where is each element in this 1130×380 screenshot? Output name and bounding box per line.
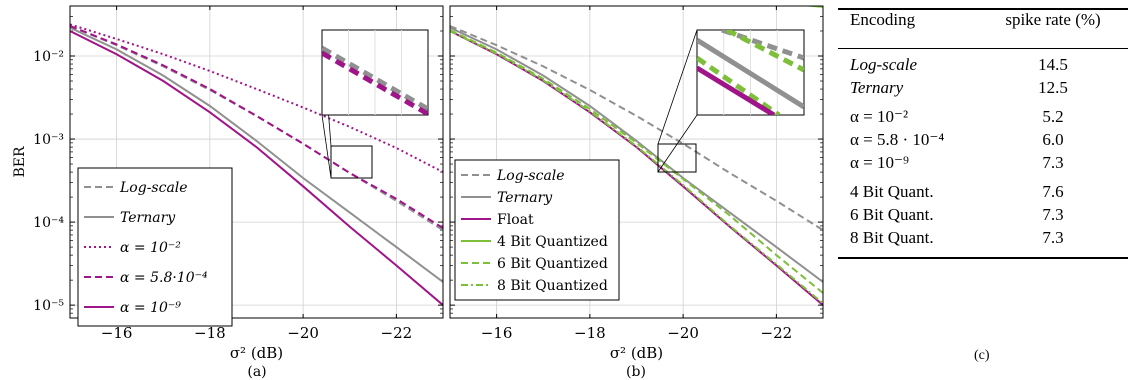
row-label: Log-scale <box>850 55 918 74</box>
y-tick-label: 10⁻⁴ <box>33 215 64 231</box>
row-value: 7.3 <box>1042 153 1064 172</box>
inset-lines <box>697 30 804 115</box>
spike-rate-table: Encoding spike rate (%) Log-scale 14.5 T… <box>838 8 1128 259</box>
table-row: 6 Bit Quant. 7.3 <box>838 205 1128 228</box>
table-top-rule <box>838 8 1128 10</box>
legend-label: Ternary <box>120 210 176 226</box>
zoom-box <box>330 145 373 179</box>
legend-label: Log-scale <box>496 168 565 184</box>
panel-caption: (a) <box>247 364 266 380</box>
legend-label: 8 Bit Quantized <box>497 278 608 294</box>
y-tick-label: 10⁻² <box>33 49 64 65</box>
row-label: α = 5.8 · 10⁻⁴ <box>850 130 945 149</box>
legend-label: α = 10⁻² <box>120 240 181 256</box>
inset-series-float <box>697 65 776 115</box>
zoom-connector <box>657 114 698 173</box>
inset-series-6bit <box>697 55 781 115</box>
table-row: Ternary 12.5 <box>838 78 1128 101</box>
table-header-row: Encoding spike rate (%) <box>838 10 1128 48</box>
inset-series-6bit-b <box>725 30 804 73</box>
x-tick-label: −22 <box>381 324 413 342</box>
inset-series-ternary <box>697 37 804 110</box>
row-value: 7.3 <box>1042 228 1064 247</box>
table-row: 8 Bit Quant. 7.3 <box>838 228 1128 251</box>
legend-label: 6 Bit Quantized <box>497 256 608 272</box>
x-tick-label: −20 <box>287 324 319 342</box>
x-axis-label: σ² (dB) <box>230 344 283 362</box>
y-axis-label: BER <box>12 146 28 178</box>
legend-label: Ternary <box>497 190 553 206</box>
table-row: 4 Bit Quant. 7.6 <box>838 182 1128 205</box>
chart-panel-a: −16 −18 −20 −22 10⁻⁵ 10⁻⁴ 10⁻³ 10⁻² σ² (dB) BER (a… <box>12 5 444 380</box>
series-line-3 <box>70 25 443 229</box>
legend-label: Float <box>497 212 534 228</box>
row-value: 14.5 <box>1038 55 1068 74</box>
row-label: 4 Bit Quant. <box>850 182 934 201</box>
zoom-connector <box>657 29 698 145</box>
row-label: α = 10⁻⁹ <box>850 153 909 172</box>
header-spike-rate: spike rate (%) <box>1005 10 1101 29</box>
x-tick-label: −18 <box>574 324 606 342</box>
legend-label: α = 5.8·10⁻⁴ <box>120 270 208 286</box>
legend-label: Log-scale <box>119 180 188 196</box>
legend: Log-scale Ternary α = 10⁻² α = 5.8·10⁻⁴ α = … <box>77 167 233 327</box>
series-line-4 <box>450 29 823 294</box>
table-bottom-rule <box>838 257 1128 259</box>
x-tick-label: −16 <box>101 324 133 342</box>
row-label: 8 Bit Quant. <box>850 228 934 247</box>
x-tick-label: −20 <box>667 324 699 342</box>
header-encoding: Encoding <box>850 10 916 29</box>
row-label: α = 10⁻² <box>850 107 909 126</box>
table-row: α = 10⁻⁹ 7.3 <box>838 153 1128 176</box>
table-mid-rule <box>838 48 1128 49</box>
y-tick-label: 10⁻³ <box>33 132 64 148</box>
series-line-1 <box>450 26 823 283</box>
table-caption: (c) <box>974 348 990 363</box>
row-label: 6 Bit Quant. <box>850 205 934 224</box>
panel-caption: (b) <box>626 364 646 380</box>
legend-box <box>77 167 233 327</box>
row-label: Ternary <box>850 78 904 97</box>
legend-box <box>454 159 620 301</box>
zoom-connector <box>321 114 332 179</box>
y-tick-label: 10⁻⁵ <box>33 298 64 314</box>
legend-label: 4 Bit Quantized <box>497 234 608 250</box>
x-tick-label: −18 <box>194 324 226 342</box>
series-lines <box>450 6 823 306</box>
series-line-2 <box>70 23 443 173</box>
row-value: 5.2 <box>1042 107 1064 126</box>
inset-series-alpha-mid <box>322 50 428 115</box>
row-value: 7.3 <box>1042 205 1064 224</box>
series-line-0 <box>450 25 823 231</box>
series-line-1 <box>70 26 443 283</box>
plot-frame <box>69 5 444 319</box>
row-value: 7.6 <box>1042 182 1064 201</box>
legend-label: α = 10⁻⁹ <box>120 300 181 316</box>
row-value: 6.0 <box>1042 130 1064 149</box>
figure-canvas: −16 −18 −20 −22 10⁻⁵ 10⁻⁴ 10⁻³ 10⁻² σ² (dB) BER (a… <box>12 5 824 380</box>
plot-frame <box>449 5 824 319</box>
series-line-4 <box>70 30 443 306</box>
x-tick-label: −16 <box>481 324 513 342</box>
inset-series-log-scale <box>721 30 804 61</box>
x-axis-label: σ² (dB) <box>610 344 663 362</box>
table-row: Log-scale 14.5 <box>838 55 1128 78</box>
series-lines <box>70 23 443 306</box>
chart-panel-b: −16 −18 −20 −22 σ² (dB) (b) Log-scale Ternary Fl… <box>449 5 824 380</box>
row-value: 12.5 <box>1038 78 1068 97</box>
inset-series-log-scale <box>322 45 428 112</box>
table-row: α = 10⁻² 5.2 <box>838 107 1128 130</box>
table-row: α = 5.8 · 10⁻⁴ 6.0 <box>838 130 1128 153</box>
x-tick-label: −22 <box>761 324 793 342</box>
legend: Log-scale Ternary Float 4 Bit Quantized 6 Bi… <box>454 159 620 301</box>
inset-lines <box>322 30 428 115</box>
